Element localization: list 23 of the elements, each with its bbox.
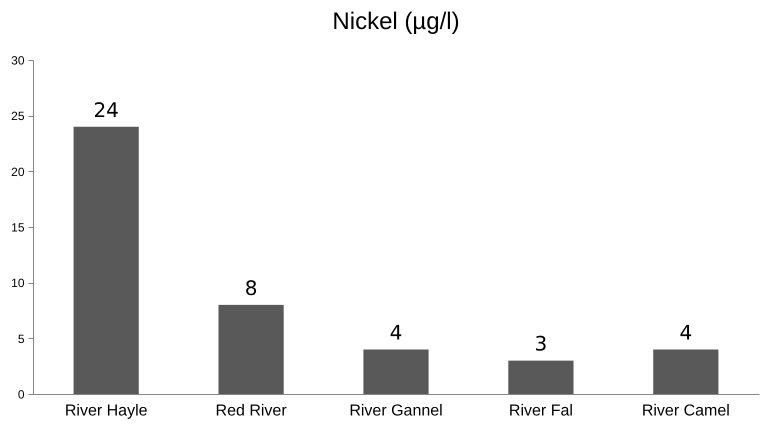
- bar: [653, 349, 718, 394]
- x-tick-label: River Fal: [508, 402, 573, 420]
- y-tick-label: 30: [11, 54, 25, 68]
- data-label: 3: [534, 332, 548, 356]
- x-tick-label: River Hayle: [64, 402, 148, 420]
- data-label: 24: [93, 98, 119, 122]
- x-tick-label: Red River: [216, 402, 288, 420]
- bar: [508, 360, 574, 394]
- y-tick-label: 5: [18, 332, 25, 346]
- data-label: 4: [679, 320, 692, 344]
- bar: [74, 126, 139, 394]
- y-tick-label: 15: [11, 220, 25, 234]
- x-tick-label: River Camel: [642, 402, 730, 420]
- chart-title: Nickel (µg/l): [332, 8, 460, 35]
- bar: [218, 304, 284, 394]
- y-tick-label: 10: [11, 276, 25, 290]
- bar: [363, 349, 429, 394]
- data-label: 4: [390, 320, 402, 344]
- y-tick-label: 25: [11, 109, 25, 124]
- y-tick-label: 20: [11, 164, 25, 179]
- y-tick-label: 0: [18, 388, 25, 402]
- x-tick-label: River Gannel: [349, 402, 443, 420]
- data-label: 8: [244, 276, 258, 300]
